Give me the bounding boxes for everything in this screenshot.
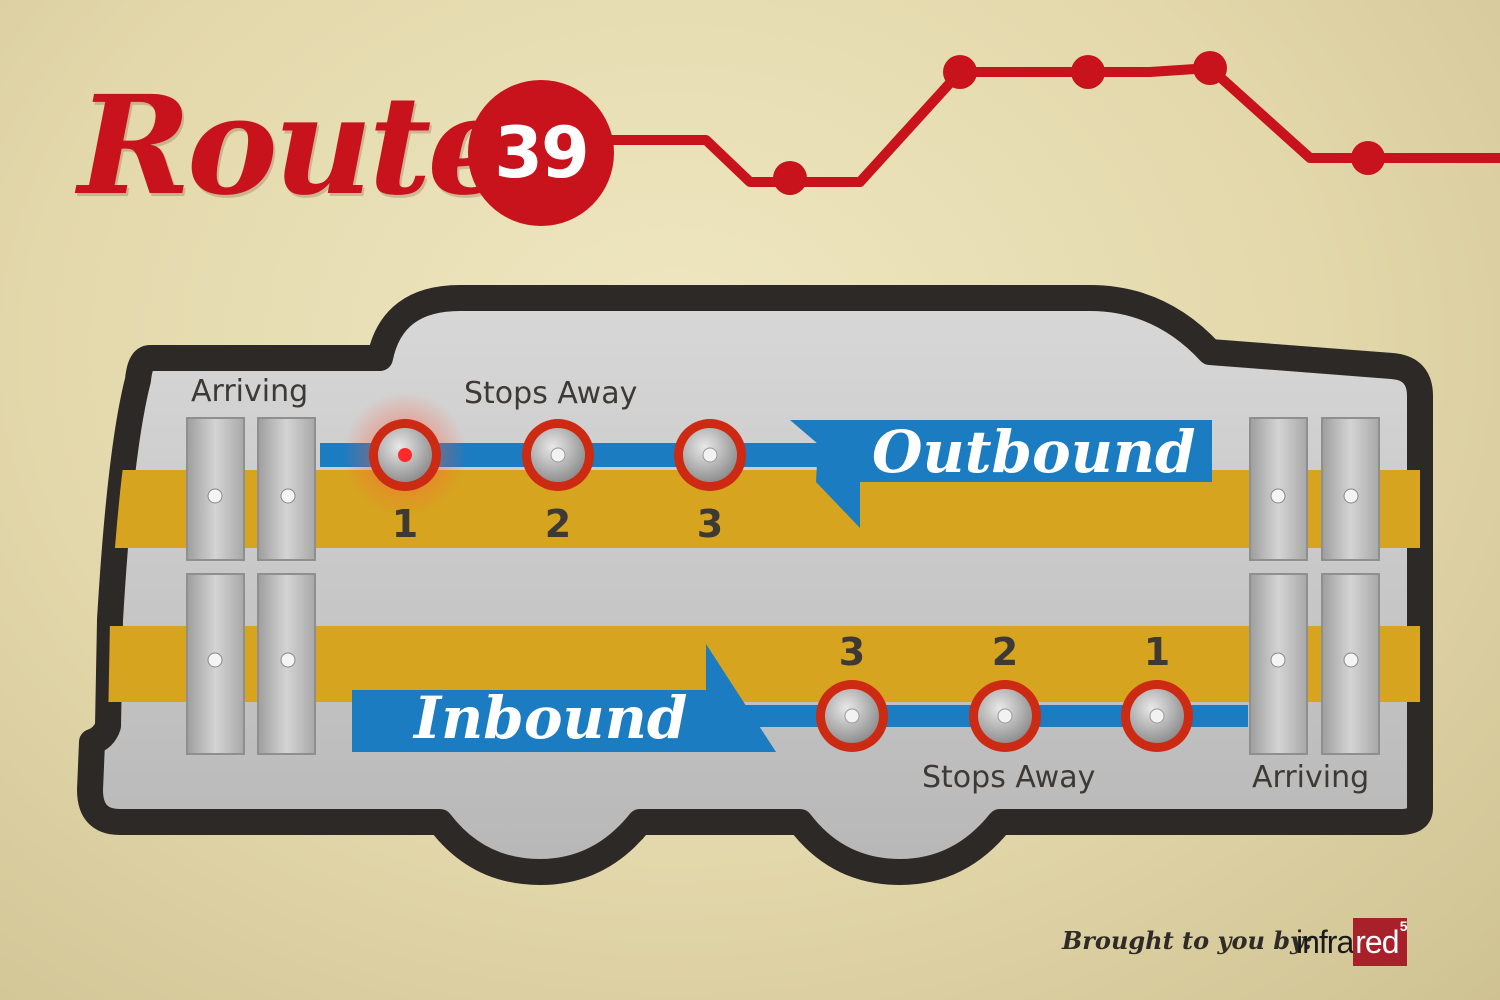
inbound-stop-1-lamp bbox=[1121, 680, 1193, 752]
outbound-stop-number: 3 bbox=[696, 502, 724, 546]
outbound-stop-1-lamp bbox=[369, 419, 441, 491]
inbound-stop-number: 1 bbox=[1143, 630, 1171, 674]
outbound-arriving-label: Arriving bbox=[191, 374, 309, 409]
route-stop-dot bbox=[1071, 55, 1105, 89]
logo-prefix: infra bbox=[1296, 923, 1354, 960]
outbound-direction-label: Outbound bbox=[872, 418, 1196, 486]
infrared5-logo[interactable]: infra red 5 bbox=[1296, 918, 1407, 966]
inbound-arriving-label: Arriving bbox=[1252, 760, 1370, 795]
logo-superscript: 5 bbox=[1399, 918, 1408, 934]
outbound-stops-away-label: Stops Away bbox=[464, 376, 638, 411]
outbound-flag bbox=[790, 420, 1212, 528]
left-doors bbox=[186, 417, 316, 755]
inbound-stop-number: 2 bbox=[991, 630, 1019, 674]
outbound-stop-number: 1 bbox=[391, 502, 419, 546]
route-stop-dot bbox=[1193, 51, 1227, 85]
route-number-badge: 39 bbox=[468, 80, 614, 226]
inbound-stops-away-label: Stops Away bbox=[922, 760, 1096, 795]
outbound-stop-2-lamp bbox=[522, 419, 594, 491]
inbound-stop-2-lamp bbox=[969, 680, 1041, 752]
inbound-flag bbox=[352, 644, 776, 752]
route-stop-dot bbox=[943, 55, 977, 89]
logo-highlight-box: red 5 bbox=[1353, 918, 1408, 966]
logo-highlight: red bbox=[1355, 923, 1399, 960]
route-stop-dot bbox=[1351, 141, 1385, 175]
outbound-stop-number: 2 bbox=[544, 502, 572, 546]
inbound-direction-label: Inbound bbox=[414, 684, 688, 752]
page-title: Route bbox=[78, 66, 514, 226]
outbound-stop-3-lamp bbox=[674, 419, 746, 491]
credit-text: Brought to you by: bbox=[1062, 926, 1313, 955]
right-doors bbox=[1249, 417, 1380, 755]
inbound-stop-number: 3 bbox=[838, 630, 866, 674]
inbound-stop-3-lamp bbox=[816, 680, 888, 752]
route-stop-dot bbox=[773, 161, 807, 195]
route-line bbox=[605, 51, 1500, 195]
